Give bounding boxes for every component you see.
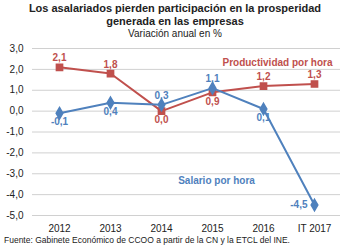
svg-text:Productividad por hora: Productividad por hora	[222, 57, 332, 68]
svg-text:2,1: 2,1	[53, 52, 67, 63]
svg-text:2016: 2016	[252, 223, 275, 234]
svg-text:0,1: 0,1	[257, 112, 271, 123]
html-text:Fuente: Gabinete Económico de: Fuente: Gabinete Económico de CCOO a par…	[4, 235, 290, 245]
svg-text:-4,0: -4,0	[6, 189, 24, 200]
svg-text:0,0: 0,0	[155, 114, 169, 125]
svg-text:1,1: 1,1	[206, 73, 220, 84]
svg-text:1,2: 1,2	[257, 71, 271, 82]
svg-text:2,0: 2,0	[10, 64, 24, 75]
html-text:Variación anual en %: Variación anual en %	[128, 28, 222, 39]
svg-text:2013: 2013	[99, 223, 122, 234]
html-text:Los asalariados pierden partic: Los asalariados pierden participación en…	[28, 2, 322, 27]
svg-text:IT 2017: IT 2017	[298, 223, 332, 234]
svg-text:-0,1: -0,1	[51, 116, 69, 127]
svg-text:0,4: 0,4	[104, 106, 118, 117]
svg-text:2014: 2014	[150, 223, 173, 234]
svg-text:-2,0: -2,0	[6, 147, 24, 158]
svg-text:3,0: 3,0	[10, 43, 24, 54]
svg-text:Salario por hora: Salario por hora	[178, 175, 255, 186]
svg-text:-1,0: -1,0	[6, 126, 24, 137]
svg-text:0,9: 0,9	[206, 96, 220, 107]
svg-text:0,0: 0,0	[10, 105, 24, 116]
svg-text:2012: 2012	[48, 223, 71, 234]
svg-text:-3,0: -3,0	[6, 168, 24, 179]
svg-text:1,3: 1,3	[308, 69, 322, 80]
svg-text:-4,5: -4,5	[290, 199, 308, 210]
svg-text:-5,0: -5,0	[6, 210, 24, 221]
svg-text:1,0: 1,0	[10, 84, 24, 95]
svg-text:1,8: 1,8	[104, 59, 118, 70]
svg-text:0,3: 0,3	[155, 90, 169, 101]
svg-text:2015: 2015	[201, 223, 224, 234]
